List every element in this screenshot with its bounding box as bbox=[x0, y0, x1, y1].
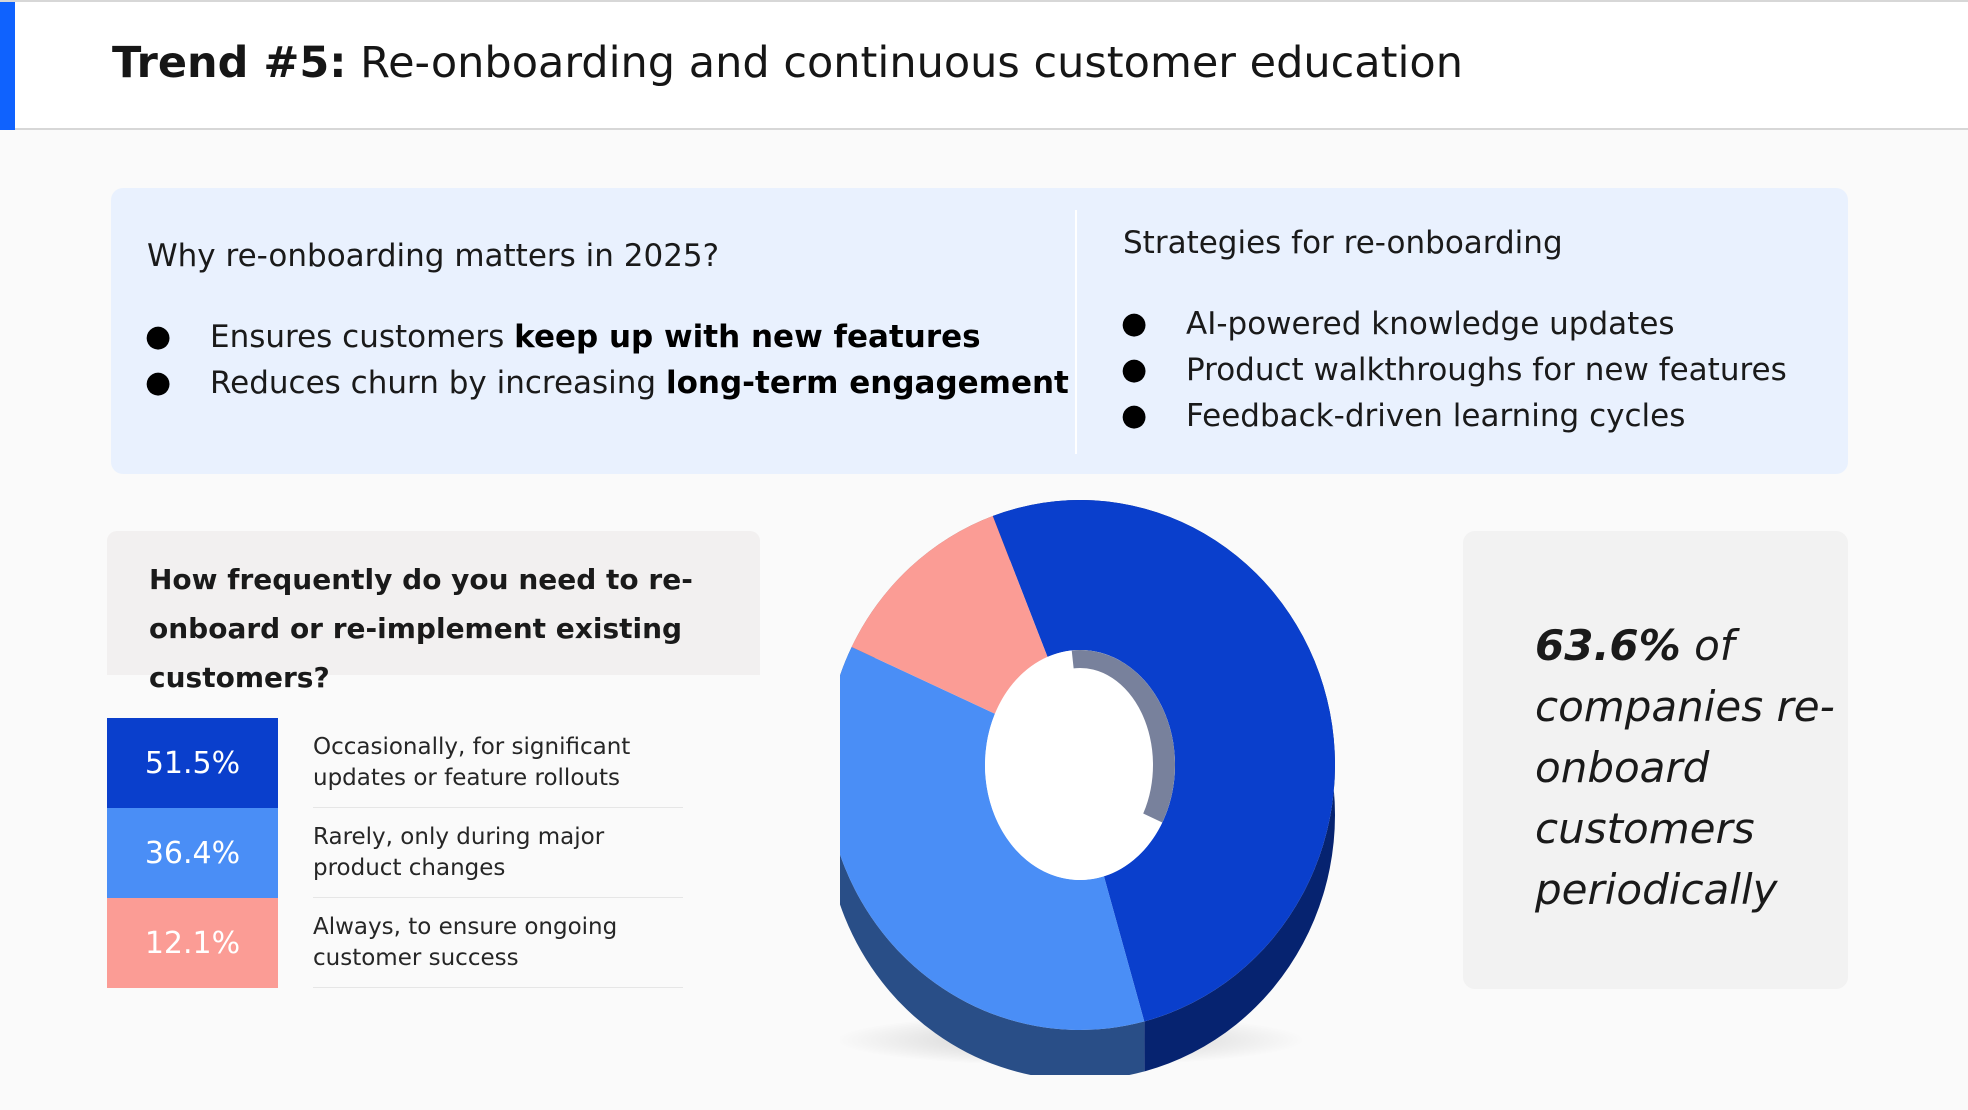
legend-value: 36.4% bbox=[107, 808, 278, 898]
why-item-text: Ensures customers bbox=[210, 319, 515, 355]
stat-value: 63.6% bbox=[1535, 621, 1681, 670]
strategy-item-text: AI-powered knowledge updates bbox=[1186, 306, 1675, 342]
why-item-text: Reduces churn by increasing bbox=[210, 365, 666, 401]
legend-label: Rarely, only during major product change… bbox=[313, 808, 683, 898]
donut-slice-side bbox=[824, 647, 1145, 1080]
donut-slice bbox=[992, 500, 1335, 1022]
survey-question: How frequently do you need to re-onboard… bbox=[149, 563, 693, 694]
why-item-bold: keep up with new features bbox=[514, 319, 981, 355]
bullet-icon: ● bbox=[1121, 306, 1148, 341]
strategies-list: ● AI-powered knowledge updates ● Product w… bbox=[1087, 301, 1787, 439]
why-item: ● Reduces churn by increasing long-term e… bbox=[111, 360, 1069, 406]
donut-chart bbox=[824, 495, 1390, 1080]
donut-top-group bbox=[825, 500, 1335, 1030]
bullet-icon: ● bbox=[1121, 398, 1148, 433]
donut-hole bbox=[985, 650, 1175, 880]
column-divider bbox=[1075, 210, 1077, 454]
title-rest: Re-onboarding and continuous customer ed… bbox=[346, 38, 1463, 88]
donut-slice bbox=[851, 515, 1048, 714]
why-list: ● Ensures customers keep up with new feat… bbox=[111, 314, 1069, 406]
bullet-icon: ● bbox=[145, 365, 172, 400]
strategy-item: ● Feedback-driven learning cycles bbox=[1087, 393, 1787, 439]
strategy-item: ● AI-powered knowledge updates bbox=[1087, 301, 1787, 347]
legend-value: 12.1% bbox=[107, 898, 278, 988]
legend-label: Occasionally, for significant updates or… bbox=[313, 718, 683, 808]
donut-chart-svg bbox=[824, 500, 1335, 1080]
stat-description: of companies re-onboard customers period… bbox=[1535, 621, 1835, 914]
legend-row: 51.5% Occasionally, for significant upda… bbox=[107, 718, 690, 808]
legend-row: 12.1% Always, to ensure ongoing customer… bbox=[107, 898, 690, 988]
accent-bar bbox=[0, 2, 15, 130]
stat-callout: 63.6% of companies re-onboard customers … bbox=[1463, 531, 1848, 989]
why-heading: Why re-onboarding matters in 2025? bbox=[147, 238, 720, 274]
header-bar: Trend #5: Re-onboarding and continuous c… bbox=[0, 0, 1968, 130]
strategy-item: ● Product walkthroughs for new features bbox=[1087, 347, 1787, 393]
title-bold: Trend #5: bbox=[112, 38, 347, 88]
stat-text: 63.6% of companies re-onboard customers … bbox=[1535, 615, 1835, 920]
bullet-icon: ● bbox=[1121, 352, 1148, 387]
survey-question-box: How frequently do you need to re-onboard… bbox=[107, 531, 760, 694]
donut-slice bbox=[825, 647, 1145, 1030]
why-item-bold: long-term engagement bbox=[665, 365, 1069, 401]
bullet-icon: ● bbox=[145, 319, 172, 354]
page-title: Trend #5: Re-onboarding and continuous c… bbox=[112, 38, 1463, 88]
strategy-item-text: Feedback-driven learning cycles bbox=[1186, 398, 1686, 434]
legend-value: 51.5% bbox=[107, 718, 278, 808]
why-item: ● Ensures customers keep up with new feat… bbox=[111, 314, 1069, 360]
legend-label: Always, to ensure ongoing customer succe… bbox=[313, 898, 683, 988]
strategy-item-text: Product walkthroughs for new features bbox=[1186, 352, 1787, 388]
legend-row: 36.4% Rarely, only during major product … bbox=[107, 808, 690, 898]
strategies-heading: Strategies for re-onboarding bbox=[1123, 225, 1563, 261]
donut-hole-shade bbox=[1071, 650, 1175, 823]
info-panel: Why re-onboarding matters in 2025? ● Ensu… bbox=[111, 188, 1848, 474]
